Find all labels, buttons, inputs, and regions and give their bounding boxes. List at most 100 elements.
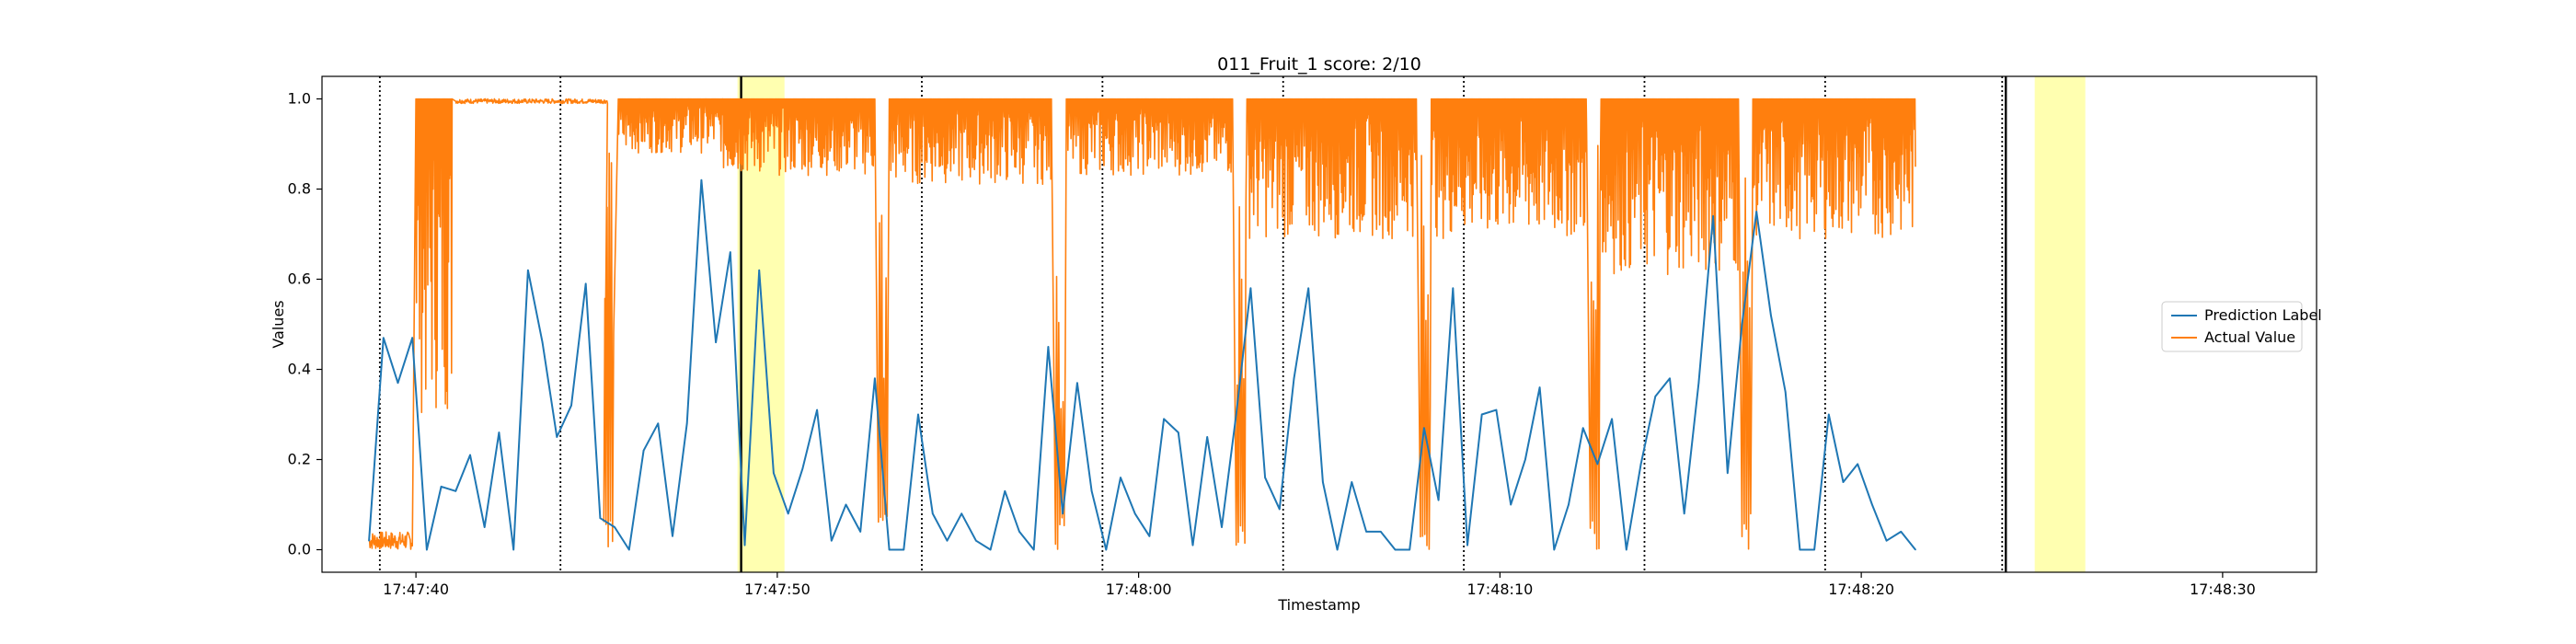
prediction-point-97	[1770, 314, 1772, 316]
prediction-point-59	[1221, 526, 1223, 528]
prediction-point-31	[816, 408, 818, 411]
y-axis-label: Values	[270, 300, 287, 348]
x-tick-label-3: 17:48:10	[1466, 581, 1533, 598]
prediction-point-50	[1090, 490, 1093, 492]
prediction-point-68	[1351, 481, 1353, 483]
y-tick-label-0: 0.0	[288, 541, 311, 558]
prediction-point-107	[1915, 548, 1916, 551]
prediction-point-63	[1278, 508, 1281, 511]
highlight-span-1	[2034, 76, 2086, 572]
y-tick-label-2: 0.4	[288, 361, 311, 378]
prediction-point-99	[1799, 548, 1801, 551]
prediction-point-48	[1062, 512, 1064, 515]
prediction-point-103	[1857, 463, 1859, 466]
prediction-point-86	[1611, 418, 1613, 420]
prediction-point-3	[411, 337, 413, 339]
prediction-point-73	[1423, 427, 1425, 430]
prediction-point-27	[758, 269, 761, 271]
prediction-point-1	[382, 337, 385, 339]
prediction-point-37	[903, 548, 905, 551]
prediction-point-29	[787, 512, 789, 515]
prediction-point-22	[685, 422, 688, 425]
prediction-point-82	[1553, 548, 1556, 551]
y-tick-label-4: 0.8	[288, 180, 311, 198]
prediction-point-36	[888, 548, 891, 551]
prediction-point-96	[1755, 211, 1758, 213]
prediction-point-70	[1379, 531, 1382, 533]
prediction-point-58	[1206, 436, 1209, 438]
x-tick-label-5: 17:48:30	[2190, 581, 2256, 598]
prediction-point-84	[1581, 427, 1584, 430]
legend-entry-actual: Actual Value	[2204, 328, 2295, 346]
prediction-point-42	[975, 539, 977, 542]
prediction-point-56	[1178, 431, 1179, 433]
prediction-point-39	[931, 512, 934, 515]
prediction-point-66	[1322, 481, 1324, 483]
prediction-point-85	[1596, 463, 1599, 466]
legend: Prediction Label Actual Value	[2161, 301, 2322, 352]
prediction-point-53	[1133, 512, 1136, 515]
prediction-point-104	[1871, 503, 1873, 506]
prediction-point-18	[628, 548, 630, 551]
prediction-point-52	[1120, 477, 1121, 478]
prediction-point-44	[1004, 490, 1006, 492]
prediction-point-19	[642, 449, 645, 452]
prediction-point-6	[454, 490, 457, 492]
prediction-point-64	[1293, 377, 1295, 380]
prediction-point-78	[1495, 408, 1498, 411]
prediction-label-line	[368, 178, 1916, 551]
prediction-point-45	[1018, 531, 1020, 533]
x-tick-label-4: 17:48:20	[1828, 581, 1894, 598]
prediction-point-0	[368, 539, 370, 542]
y-tick-label-5: 1.0	[288, 90, 311, 108]
prediction-point-14	[570, 404, 572, 407]
prediction-point-7	[469, 454, 471, 456]
y-axis: 0.0 0.2 0.4 0.6 0.8 1.0	[288, 90, 322, 558]
prediction-point-60	[1235, 413, 1237, 416]
prediction-point-5	[440, 486, 443, 488]
prediction-point-87	[1626, 548, 1627, 551]
legend-box	[2161, 301, 2303, 352]
prediction-point-65	[1307, 287, 1310, 290]
prediction-point-94	[1727, 472, 1729, 474]
prediction-point-38	[917, 413, 919, 416]
x-tick-label-1: 17:47:50	[744, 581, 811, 598]
prediction-point-95	[1741, 323, 1743, 326]
prediction-point-101	[1827, 413, 1830, 416]
prediction-point-49	[1076, 382, 1078, 385]
prediction-point-83	[1568, 503, 1570, 506]
prediction-point-61	[1249, 287, 1252, 290]
prediction-point-35	[874, 377, 876, 380]
prediction-point-10	[512, 548, 514, 551]
prediction-point-12	[541, 341, 544, 343]
prediction-point-76	[1466, 544, 1468, 546]
prediction-point-54	[1148, 535, 1151, 537]
prediction-point-16	[599, 517, 602, 519]
prediction-point-4	[426, 548, 428, 551]
prediction-point-88	[1639, 463, 1642, 466]
prediction-point-55	[1163, 418, 1165, 420]
prediction-point-32	[830, 539, 833, 542]
prediction-point-46	[1032, 548, 1035, 551]
prediction-point-74	[1437, 499, 1440, 501]
x-axis-label: Timestamp	[1277, 596, 1360, 614]
prediction-point-9	[498, 431, 500, 433]
prediction-point-69	[1365, 531, 1367, 533]
prediction-point-79	[1510, 503, 1512, 506]
prediction-point-89	[1654, 396, 1657, 397]
x-tick-label-0: 17:47:40	[383, 581, 449, 598]
y-tick-label-3: 0.6	[288, 270, 311, 288]
y-tick-label-1: 0.2	[288, 451, 311, 468]
prediction-point-21	[672, 535, 673, 537]
prediction-point-41	[960, 512, 962, 515]
prediction-point-24	[715, 341, 717, 343]
prediction-point-106	[1900, 531, 1903, 533]
prediction-point-77	[1480, 413, 1483, 416]
prediction-point-47	[1047, 346, 1050, 348]
prediction-point-75	[1452, 287, 1455, 290]
prediction-point-72	[1409, 548, 1410, 551]
prediction-point-15	[584, 282, 587, 285]
actual-value-series	[368, 98, 1916, 550]
